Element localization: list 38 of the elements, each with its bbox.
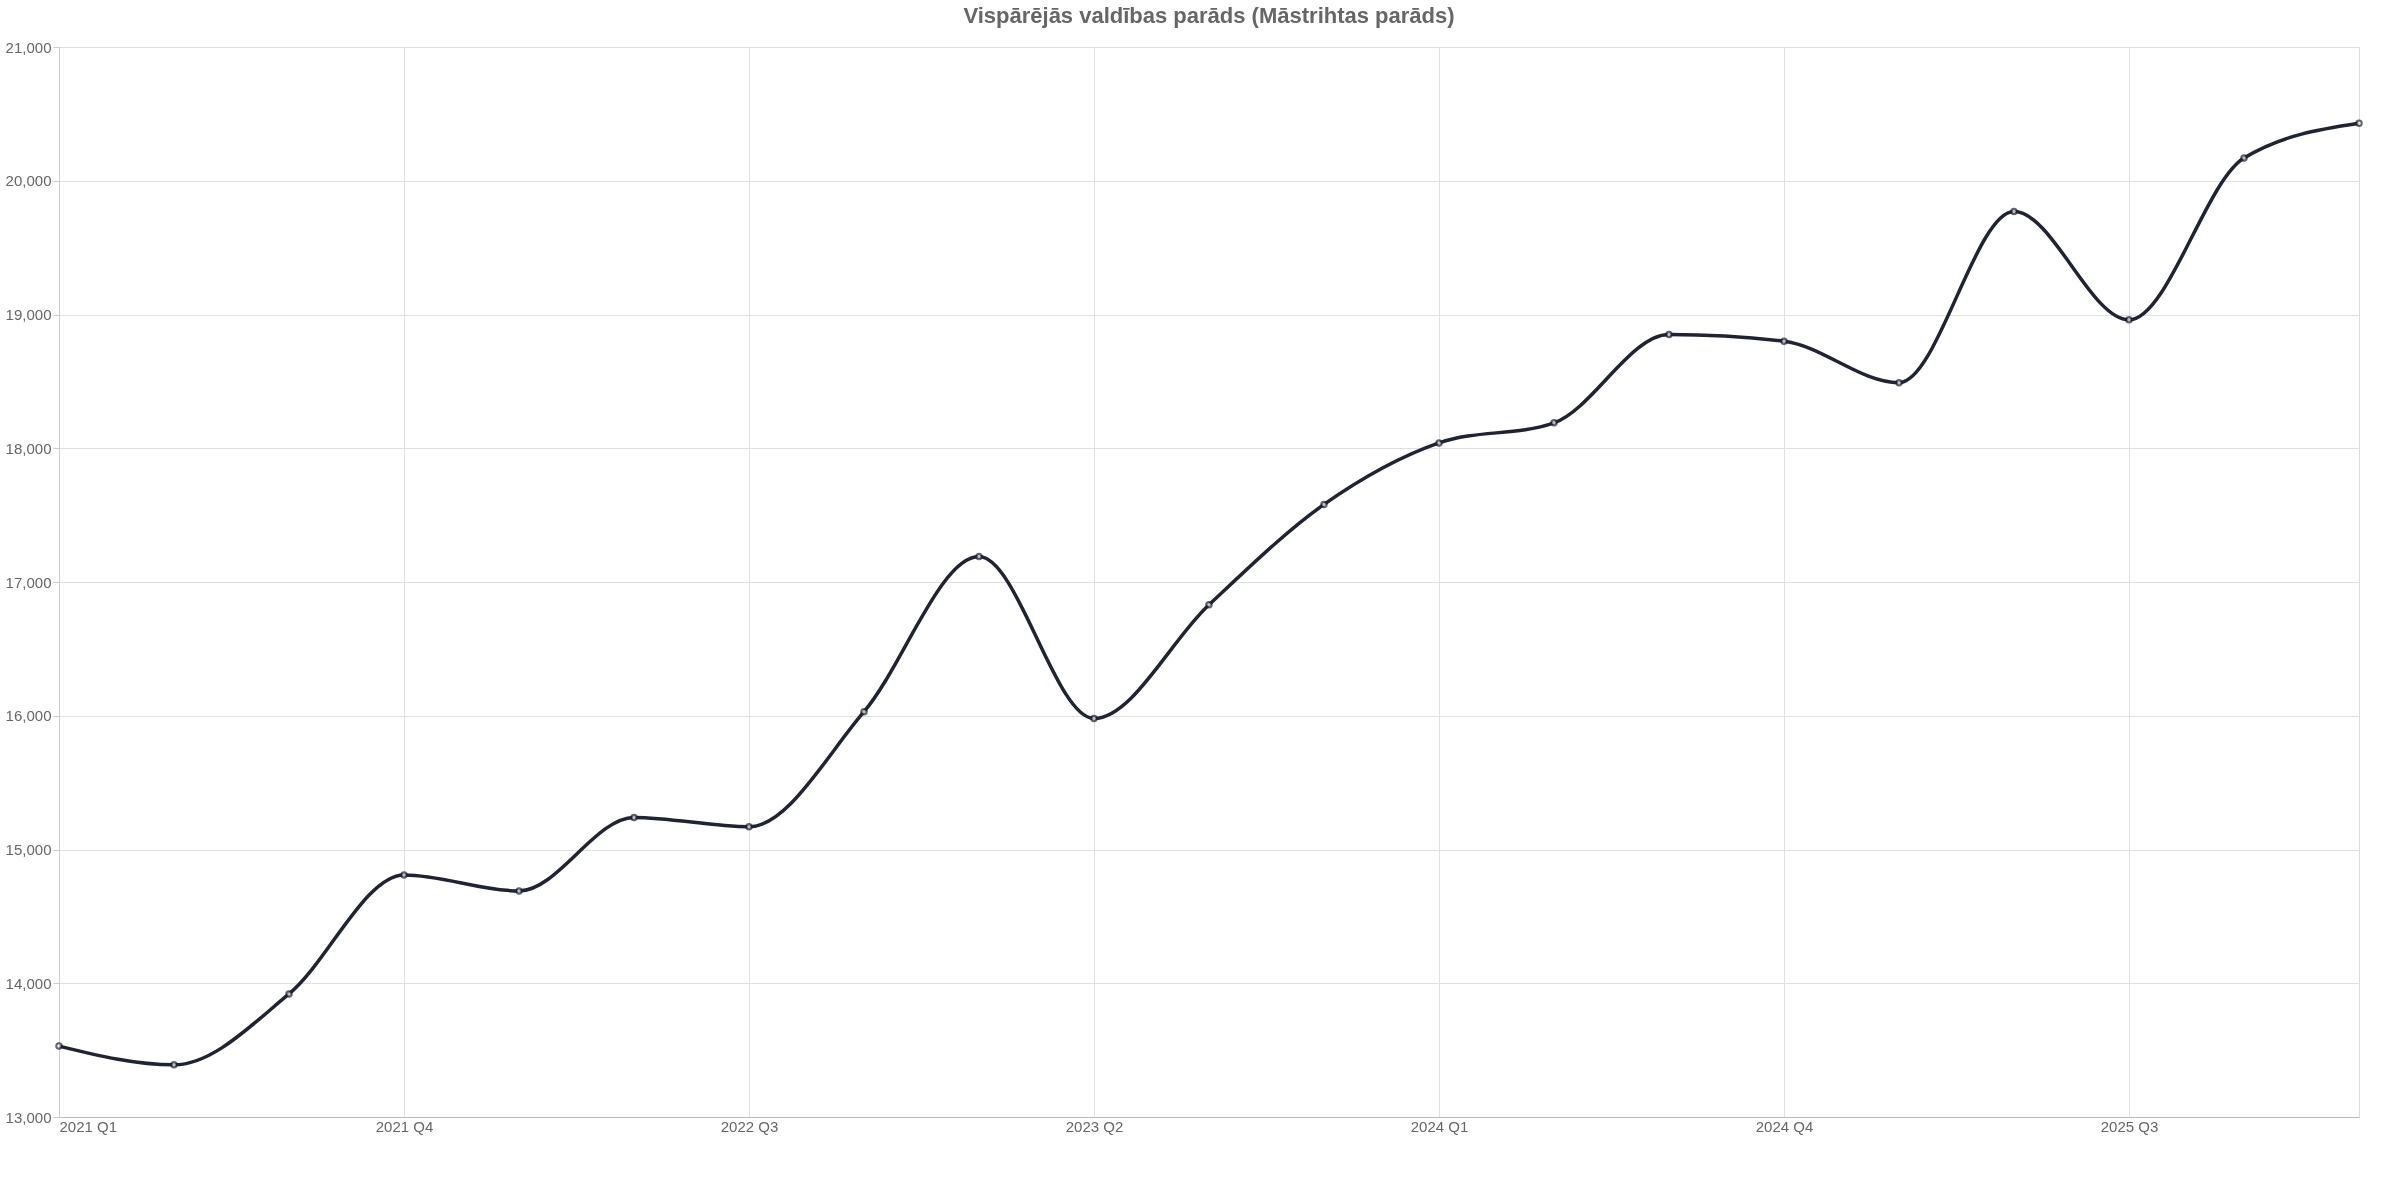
point bbox=[1550, 419, 1558, 427]
point bbox=[2010, 207, 2018, 216]
x-tick-label: 2022 Q3 bbox=[720, 1117, 779, 1135]
x-tick-label: 2021 Q4 bbox=[375, 1117, 434, 1135]
point bbox=[1205, 601, 1213, 609]
point bbox=[1780, 337, 1788, 345]
point bbox=[1895, 378, 1903, 387]
y-tick-label: 17,000 bbox=[5, 573, 52, 591]
point bbox=[1435, 439, 1443, 447]
point bbox=[55, 1042, 63, 1050]
x-tick-label: 2024 Q4 bbox=[1755, 1117, 1814, 1135]
point bbox=[170, 1061, 178, 1069]
y-tick-label: 13,000 bbox=[5, 1108, 52, 1126]
point bbox=[630, 813, 638, 822]
x-tick-label: 2021 Q1 bbox=[59, 1117, 118, 1135]
point bbox=[1320, 500, 1328, 509]
y-tick-label: 14,000 bbox=[5, 974, 52, 992]
x-tick-label: 2025 Q3 bbox=[2100, 1117, 2159, 1135]
point bbox=[745, 823, 753, 831]
x-tick-label: 2023 Q2 bbox=[1065, 1117, 1124, 1135]
point bbox=[2125, 316, 2133, 324]
chart-title: Vispārējās valdības parāds (Māstrihtas parāds) bbox=[963, 3, 1455, 28]
y-tick-label: 18,000 bbox=[5, 439, 52, 457]
point bbox=[2240, 154, 2248, 162]
point bbox=[860, 708, 868, 716]
point bbox=[1665, 330, 1673, 339]
point bbox=[975, 552, 983, 561]
y-tick-label: 20,000 bbox=[5, 172, 52, 190]
point bbox=[400, 871, 408, 879]
y-tick-label: 16,000 bbox=[5, 707, 52, 725]
point bbox=[2355, 119, 2363, 127]
point bbox=[1090, 714, 1098, 723]
x-tick-label: 2024 Q1 bbox=[1410, 1117, 1469, 1135]
point bbox=[285, 990, 293, 998]
y-tick-label: 21,000 bbox=[5, 38, 52, 56]
y-tick-label: 19,000 bbox=[5, 306, 52, 323]
point bbox=[515, 887, 523, 895]
y-tick-label: 15,000 bbox=[5, 841, 52, 858]
